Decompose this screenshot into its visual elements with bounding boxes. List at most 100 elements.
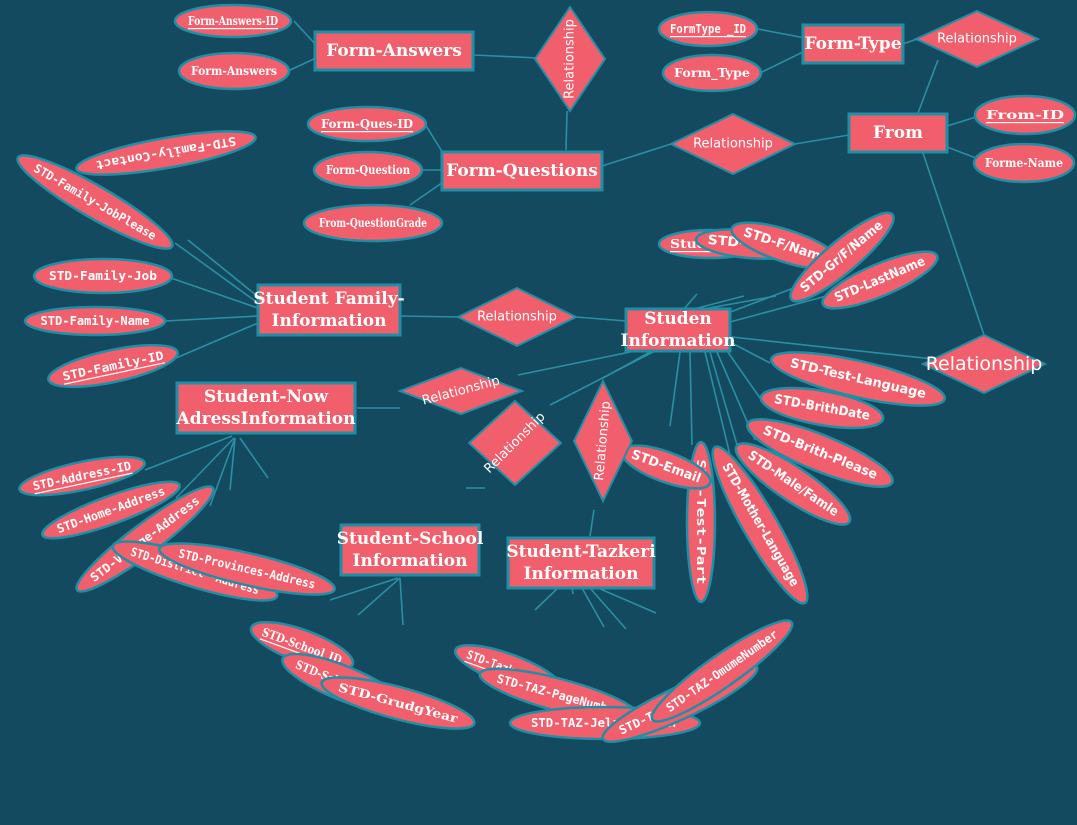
- entity-box: [624, 307, 732, 353]
- entity-label: Student-School Information: [337, 529, 484, 571]
- connector-line: [724, 347, 761, 399]
- entity-from: From: [847, 112, 949, 154]
- attribute-std-family-name: STD-Family-Name: [23, 305, 167, 337]
- connector-line: [575, 316, 627, 322]
- connector-line: [946, 116, 977, 127]
- relationship-diamond: [668, 112, 798, 176]
- entity-box: [440, 150, 604, 192]
- attribute-label: Form-Answers: [191, 64, 277, 78]
- attribute-ellipse: [789, 211, 895, 303]
- attribute-std-family-id: STD-Family-ID: [47, 343, 179, 389]
- connector-line: [794, 134, 850, 145]
- attribute-ellipse: [759, 386, 885, 430]
- connector-line: [357, 577, 401, 616]
- attribute-std-grudgeyear: STD-GrudgYear: [320, 676, 476, 730]
- attribute-forme-name: Forme-Name: [972, 142, 1076, 184]
- entity-label: Form-Type: [804, 34, 901, 54]
- relationship-rel-tazkeri-student: Relationship: [572, 378, 634, 504]
- attribute-label: From-QuestionGrade: [319, 216, 427, 230]
- attribute-form-ques-id: Form-Ques-ID: [306, 105, 428, 143]
- attribute-ellipse: [769, 351, 947, 407]
- attribute-from-id: From-ID: [973, 94, 1077, 136]
- entity-form-answers: Form-Answers: [313, 30, 475, 72]
- connector-line: [689, 351, 693, 446]
- relationship-label: Relationship: [477, 310, 557, 325]
- connector-line: [473, 54, 539, 59]
- connector-line: [144, 435, 233, 471]
- relationship-rel-formtype-from: Relationship: [913, 9, 1041, 69]
- attribute-from-questiongrade: From-QuestionGrade: [302, 203, 444, 243]
- relationship-rel-from-student: Relationship: [920, 333, 1048, 395]
- connector-lines: [144, 20, 985, 630]
- connector-line: [175, 322, 259, 359]
- connector-line: [729, 294, 831, 323]
- attribute-form-type-a: Form_Type: [661, 53, 763, 93]
- connector-line: [902, 38, 918, 45]
- entity-box: [313, 30, 475, 72]
- attribute-std-brithdate: STD-BrithDate: [759, 386, 885, 430]
- connector-line: [229, 437, 236, 491]
- attribute-label: Form-Question: [326, 163, 410, 177]
- relationship-diamond: [920, 333, 1048, 395]
- relationship-diamond: [533, 5, 607, 113]
- connector-line: [399, 315, 460, 318]
- attribute-ellipse: [16, 154, 174, 250]
- entity-student-school: Student-School Information: [337, 523, 484, 577]
- connector-line: [329, 577, 399, 601]
- entity-box: [847, 112, 949, 154]
- attribute-ellipse: [746, 418, 894, 488]
- entity-label: From: [873, 123, 923, 143]
- attribute-label: Forme-Name: [985, 156, 1063, 170]
- attribute-label: STD-TAZ-OmumeNumber: [664, 627, 781, 715]
- connector-line: [293, 20, 317, 46]
- attribute-label: STD-Test-Part: [694, 460, 708, 585]
- connector-line: [917, 59, 939, 114]
- attribute-ellipse: [657, 10, 759, 48]
- entity-label: Student-Now AdressInformation: [176, 387, 356, 429]
- connector-line: [729, 341, 771, 364]
- entity-label: Student Family-Information: [253, 289, 404, 331]
- attribute-std-family-contact: STD-Family-Contact: [75, 130, 257, 176]
- connector-line: [682, 293, 698, 311]
- attribute-ellipse: [661, 53, 763, 93]
- connector-line: [601, 143, 672, 167]
- entity-box: [256, 283, 402, 337]
- relationship-label: Relationship: [592, 401, 614, 482]
- relationship-rel-school-student: Relationship: [467, 399, 563, 487]
- attribute-form-answers-id: Form-Answers-ID: [173, 3, 293, 39]
- relationship-label: Relationship: [937, 32, 1017, 47]
- relationship-diamond: [572, 378, 634, 504]
- attribute-ellipse: [734, 442, 852, 526]
- entity-box: [339, 523, 481, 577]
- attribute-label: Form-Answers-ID: [188, 14, 278, 28]
- connector-line: [581, 587, 605, 628]
- attribute-ellipse: [23, 305, 167, 337]
- relationship-diamond: [467, 399, 563, 487]
- connector-line: [175, 437, 235, 499]
- attribute-label: Form-Ques-ID: [321, 117, 413, 131]
- attribute-ellipse: [972, 142, 1076, 184]
- entity-student-family: Student Family-Information: [253, 283, 405, 337]
- attribute-ellipse: [173, 3, 293, 39]
- entity-label: Studen Information: [621, 309, 736, 351]
- connector-line: [757, 28, 806, 39]
- connector-line: [287, 57, 317, 72]
- attribute-ellipse: [312, 150, 424, 190]
- connector-line: [602, 351, 651, 379]
- attribute-ellipse: [40, 480, 182, 540]
- connector-line: [209, 437, 236, 507]
- entity-label: Student-Tazkeri Information: [506, 542, 656, 584]
- attribute-ellipse: [177, 51, 291, 91]
- attribute-label: FormType _ID: [670, 22, 746, 37]
- relationship-rel-questions-from: Relationship: [668, 112, 798, 176]
- attribute-form-answers-a: Form-Answers: [177, 51, 291, 91]
- connector-line: [164, 315, 259, 322]
- entity-box: [506, 536, 656, 590]
- attribute-ellipse: [302, 203, 444, 243]
- attribute-std-taz-omumenumber: STD-TAZ-OmumeNumber: [650, 619, 794, 723]
- entity-label: Form-Answers: [326, 41, 462, 61]
- entity-student-now: Student-Now AdressInformation: [175, 381, 357, 435]
- relationship-diamond: [913, 9, 1041, 69]
- attribute-label: STD-Family-Name: [41, 314, 150, 328]
